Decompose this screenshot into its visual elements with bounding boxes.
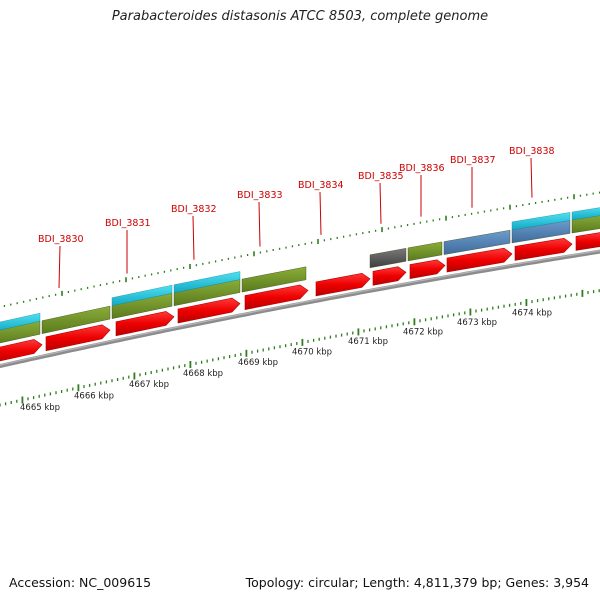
genome-backbone-line: [0, 249, 600, 369]
feature-block-top: [0, 312, 41, 331]
kbp-label: 4674 kbp: [512, 309, 552, 319]
kbp-label: 4665 kbp: [20, 403, 60, 413]
cds-arrow: [575, 232, 600, 251]
feature-track: [0, 207, 600, 344]
genome-stats: Topology: circular; Length: 4,811,379 bp…: [245, 575, 589, 590]
kbp-label: 4672 kbp: [403, 327, 443, 337]
cds-arrow: [514, 237, 573, 261]
gene-label[interactable]: BDI_3830: [38, 234, 84, 245]
gene-label[interactable]: BDI_3832: [171, 204, 217, 215]
feature-block: [41, 305, 111, 334]
gene-label[interactable]: BDI_3831: [105, 218, 151, 229]
gene-label-leader: [319, 191, 322, 235]
inner-tick-track: [0, 289, 600, 407]
feature-block: [407, 241, 443, 262]
kbp-scale-labels: 4665 kbp 4666 kbp 4667 kbp 4668 kbp 4669 kbp…: [20, 309, 552, 414]
gene-label[interactable]: BDI_3836: [399, 163, 445, 174]
gene-label[interactable]: BDI_3833: [237, 190, 283, 201]
feature-block-top: [571, 207, 600, 221]
kbp-label: 4666 kbp: [74, 392, 114, 402]
cds-arrow: [409, 259, 446, 279]
cds-arrow: [45, 324, 111, 352]
genome-title: Parabacteroides distasonis ATCC 8503, co…: [111, 9, 489, 24]
kbp-label: 4673 kbp: [457, 318, 497, 328]
feature-block: [443, 229, 511, 255]
cds-arrow: [446, 247, 513, 273]
kbp-label: 4670 kbp: [292, 348, 332, 358]
genome-backbone-highlight: [0, 249, 600, 366]
gene-label-leader: [258, 201, 261, 247]
cds-arrow: [244, 284, 309, 310]
gene-label-leader: [58, 245, 61, 289]
gene-label-leader: [192, 215, 195, 260]
cds-arrow: [0, 339, 43, 362]
gene-label[interactable]: BDI_3838: [509, 146, 555, 157]
gene-label[interactable]: BDI_3835: [358, 171, 404, 182]
feature-block-top: [511, 212, 571, 231]
kbp-label: 4667 kbp: [129, 380, 169, 390]
cds-arrow: [315, 272, 371, 297]
kbp-label: 4668 kbp: [183, 369, 223, 379]
outer-tick-track: [3, 191, 600, 307]
feature-block-top: [111, 284, 173, 306]
feature-block: [369, 248, 407, 269]
genome-backbone: [0, 249, 600, 369]
cds-track: [0, 232, 600, 362]
gene-label[interactable]: BDI_3834: [298, 180, 344, 191]
cds-arrow: [372, 266, 407, 286]
feature-block: [241, 266, 307, 293]
kbp-label: 4671 kbp: [348, 337, 388, 347]
feature-block-top: [173, 271, 241, 294]
accession-label: Accession: NC_009615: [9, 575, 152, 590]
cds-arrow: [177, 297, 241, 324]
gene-label-leader: [379, 182, 382, 224]
gene-labels: BDI_3830 BDI_3831 BDI_3832 BDI_3833 BDI_3834…: [38, 146, 555, 289]
kbp-label: 4669 kbp: [238, 358, 278, 368]
cds-arrow: [115, 311, 175, 337]
gene-label[interactable]: BDI_3837: [450, 155, 496, 166]
gene-label-leader: [530, 157, 533, 198]
